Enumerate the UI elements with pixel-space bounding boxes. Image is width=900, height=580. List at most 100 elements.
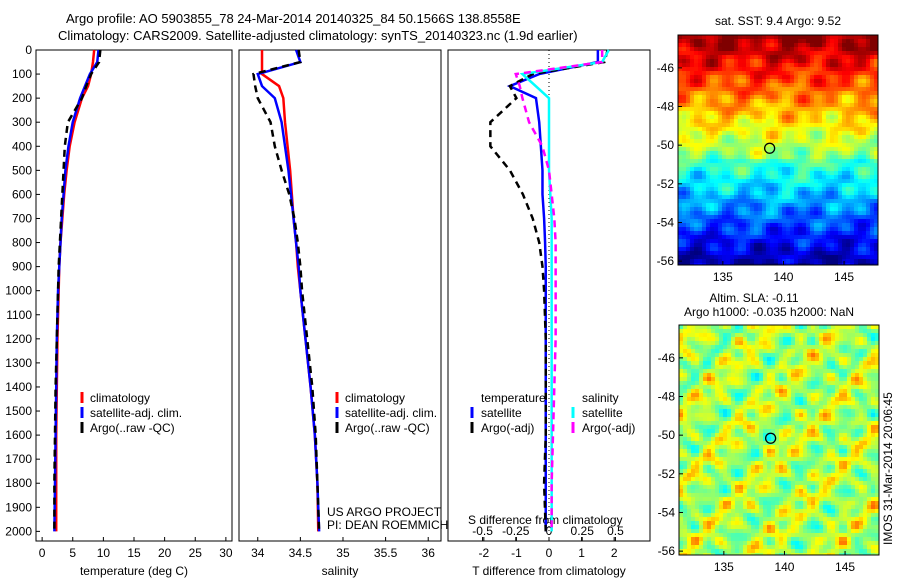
x-tick-label: 35 (336, 546, 350, 560)
y-tick-label: 1600 (5, 428, 32, 442)
s-tick-label: -0.25 (502, 524, 530, 538)
series-line-t-argo-adj- (489, 49, 609, 532)
map-panel-1: 135 140 145 -46 -48 -50 -52 -54 -56 sat. SST: 9.4… (657, 14, 879, 284)
y-tick-label: 1000 (5, 284, 32, 298)
y-tick-label: 800 (12, 236, 32, 250)
y-tick-label: 600 (12, 187, 32, 201)
map-frame (678, 324, 880, 556)
map-frame (677, 34, 879, 266)
map-y-tick-label: -50 (657, 138, 675, 152)
series-line-s-satellite (519, 49, 610, 532)
x-tick-label: -2 (479, 546, 490, 560)
series-line-s-argo-adj- (514, 50, 604, 532)
x-tick-label: 0 (39, 546, 46, 560)
legend-label: satellite-adj. clim. (90, 406, 182, 420)
panel-3: -2 -1 0 1 2 T difference from climatology -0.5… (447, 49, 651, 578)
series-line-satellite-adj-clim- (256, 49, 321, 532)
x-tick-label: 30 (219, 546, 233, 560)
legend-label: Argo(-adj) (582, 421, 635, 435)
panel-2: 34 34.5 35 35.5 36 salinity climatologysatelli… (238, 49, 448, 578)
y-tick-label: 900 (12, 260, 32, 274)
x-axis-label: temperature (deg C) (80, 564, 188, 578)
map-y-tick-label: -54 (657, 215, 675, 229)
y-tick-label: 300 (12, 115, 32, 129)
x-tick-label: 5 (69, 546, 76, 560)
map-y-tick-label: -52 (657, 177, 675, 191)
imos-timestamp: IMOS 31-Mar-2014 20:06:45 (881, 392, 895, 545)
legend-label: satellite (481, 406, 522, 420)
x-tick-label: 20 (158, 546, 172, 560)
map-y-tick-label: -56 (657, 254, 675, 268)
y-tick-label: 1900 (5, 500, 32, 514)
y-tick-label: 700 (12, 211, 32, 225)
legend-label: satellite-adj. clim. (345, 406, 437, 420)
map-x-tick-label: 135 (714, 560, 734, 574)
series-line-argo-raw-qc- (53, 49, 102, 532)
plot-frame (238, 49, 442, 542)
y-tick-label: 1200 (5, 332, 32, 346)
map-x-tick-label: 140 (773, 270, 793, 284)
x-tick-label: 36 (422, 546, 436, 560)
s-tick-label: -0.5 (472, 524, 493, 538)
pi-label: PI: DEAN ROEMMICH (327, 518, 448, 532)
map-x-tick-label: 145 (834, 270, 854, 284)
project-label: US ARGO PROJECT (327, 505, 442, 519)
x-tick-label: 34.5 (289, 546, 313, 560)
y-tick-label: 1300 (5, 356, 32, 370)
map-y-tick-label: -56 (658, 544, 676, 558)
legend-label: Argo(..raw -QC) (345, 421, 430, 435)
y-tick-label: 200 (12, 91, 32, 105)
legend-label: Argo(..raw -QC) (90, 421, 175, 435)
y-tick-label: 1500 (5, 404, 32, 418)
map-y-tick-label: -54 (658, 505, 676, 519)
legend-label: Argo(-adj) (481, 421, 534, 435)
legend-label: climatology (345, 391, 405, 405)
figure-title-line1: Argo profile: AO 5903855_78 24-Mar-2014 … (66, 11, 521, 26)
x-tick-label: 2 (611, 546, 618, 560)
sst-map-title: sat. SST: 9.4 Argo: 9.52 (715, 14, 841, 28)
map-x-tick-label: 140 (774, 560, 794, 574)
x-axis-label: salinity (322, 564, 359, 578)
map-y-tick-label: -50 (658, 428, 676, 442)
x-tick-label: 10 (97, 546, 111, 560)
x-tick-label: 1 (578, 546, 585, 560)
y-tick-label: 400 (12, 139, 32, 153)
argo-location-marker (764, 432, 777, 444)
map-panel-2: 135 140 145 -46 -48 -50 -52 -54 -56 Altim. SLA: -… (658, 291, 880, 574)
s-tick-label: 0 (546, 524, 553, 538)
y-tick-label: 1800 (5, 476, 32, 490)
map-y-tick-label: -46 (657, 61, 675, 75)
x-tick-label: 34 (251, 546, 265, 560)
y-tick-label: 500 (12, 163, 32, 177)
legend-header-temperature: temperature (481, 391, 546, 405)
legend-header-salinity: salinity (582, 391, 619, 405)
y-tick-label: 2000 (5, 524, 32, 538)
y-tick-label: 1400 (5, 380, 32, 394)
map-y-tick-label: -48 (657, 100, 675, 114)
y-tick-label: 1700 (5, 452, 32, 466)
y-tick-label: 100 (12, 67, 32, 81)
x-tick-label: -1 (511, 546, 522, 560)
sla-map (679, 325, 879, 555)
s-tick-label: 0.25 (571, 524, 595, 538)
x-tick-label: 0 (546, 546, 553, 560)
map-y-tick-label: -52 (658, 467, 676, 481)
legend-label: climatology (90, 391, 150, 405)
argo-location-marker (763, 142, 776, 154)
map-x-tick-label: 145 (835, 560, 855, 574)
s-tick-label: 0.5 (607, 524, 624, 538)
panel-1: 0 5 10 15 20 25 30 temperature (deg C) 0 100 200 30… (5, 43, 233, 578)
x-tick-label: 15 (127, 546, 141, 560)
map-y-tick-label: -46 (658, 351, 676, 365)
y-tick-label: 0 (25, 43, 32, 57)
y-tick-label: 1100 (6, 308, 32, 322)
map-x-tick-label: 135 (713, 270, 733, 284)
series-line-argo-raw-qc- (252, 49, 321, 532)
legend-label: satellite (582, 406, 623, 420)
sla-map-subtitle: Argo h1000: -0.035 h2000: NaN (684, 305, 854, 319)
sst-map (678, 35, 878, 265)
sla-map-title: Altim. SLA: -0.11 (709, 291, 798, 305)
